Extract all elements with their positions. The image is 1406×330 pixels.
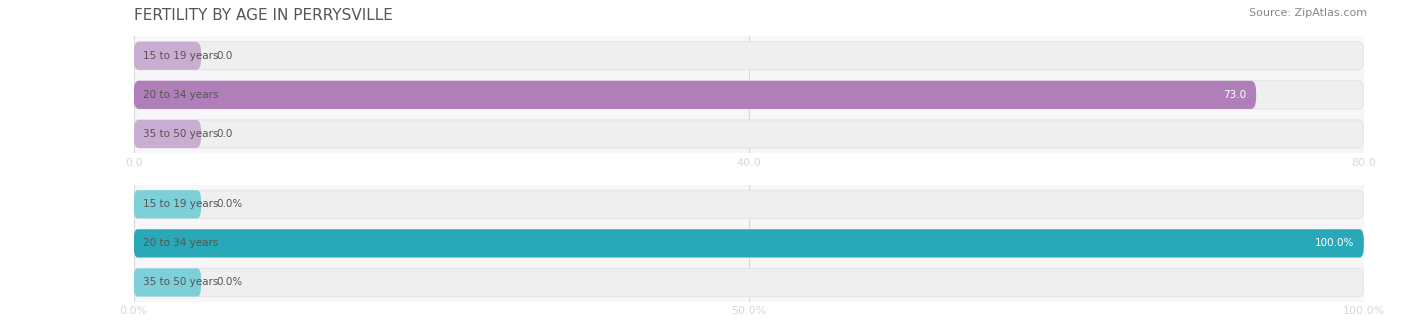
FancyBboxPatch shape: [134, 229, 1364, 257]
FancyBboxPatch shape: [134, 190, 201, 218]
Text: 0.0%: 0.0%: [217, 278, 242, 287]
Text: 35 to 50 years: 35 to 50 years: [143, 129, 219, 139]
FancyBboxPatch shape: [134, 81, 1364, 109]
Text: 15 to 19 years: 15 to 19 years: [143, 199, 219, 209]
FancyBboxPatch shape: [134, 81, 1256, 109]
Text: 20 to 34 years: 20 to 34 years: [143, 90, 219, 100]
Text: 73.0: 73.0: [1223, 90, 1246, 100]
Text: 15 to 19 years: 15 to 19 years: [143, 51, 219, 61]
FancyBboxPatch shape: [134, 190, 1364, 218]
Text: 0.0: 0.0: [217, 129, 232, 139]
FancyBboxPatch shape: [134, 120, 1364, 148]
FancyBboxPatch shape: [134, 268, 1364, 296]
Text: 100.0%: 100.0%: [1315, 238, 1354, 248]
FancyBboxPatch shape: [134, 42, 1364, 70]
Text: FERTILITY BY AGE IN PERRYSVILLE: FERTILITY BY AGE IN PERRYSVILLE: [134, 8, 392, 23]
Text: 0.0: 0.0: [217, 51, 232, 61]
FancyBboxPatch shape: [134, 120, 201, 148]
Text: 20 to 34 years: 20 to 34 years: [143, 238, 219, 248]
FancyBboxPatch shape: [134, 268, 201, 296]
FancyBboxPatch shape: [134, 229, 1364, 257]
FancyBboxPatch shape: [134, 42, 201, 70]
Text: 0.0%: 0.0%: [217, 199, 242, 209]
Text: Source: ZipAtlas.com: Source: ZipAtlas.com: [1249, 8, 1367, 18]
Text: 35 to 50 years: 35 to 50 years: [143, 278, 219, 287]
